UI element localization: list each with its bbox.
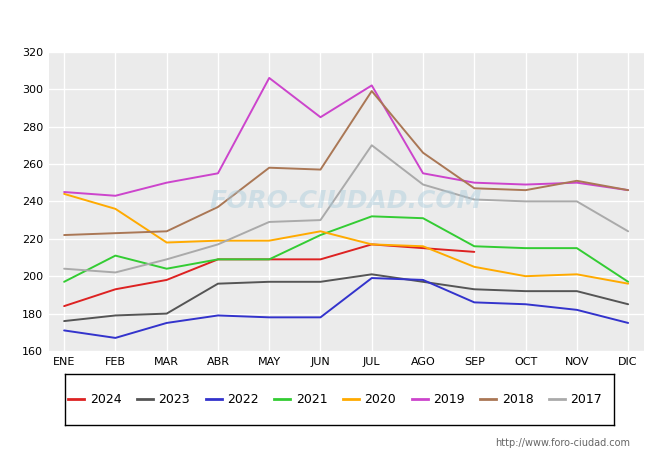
Text: FORO-CIUDAD.COM: FORO-CIUDAD.COM: [210, 189, 482, 213]
Text: 2021: 2021: [296, 393, 328, 406]
Text: 2023: 2023: [159, 393, 190, 406]
Text: 2019: 2019: [433, 393, 465, 406]
Text: 2024: 2024: [90, 393, 122, 406]
Text: http://www.foro-ciudad.com: http://www.foro-ciudad.com: [495, 438, 630, 448]
Text: 2022: 2022: [227, 393, 259, 406]
Text: Afiliados en La Pera a 30/9/2024: Afiliados en La Pera a 30/9/2024: [168, 14, 482, 33]
Text: 2017: 2017: [570, 393, 602, 406]
Text: 2018: 2018: [502, 393, 534, 406]
Text: 2020: 2020: [365, 393, 396, 406]
